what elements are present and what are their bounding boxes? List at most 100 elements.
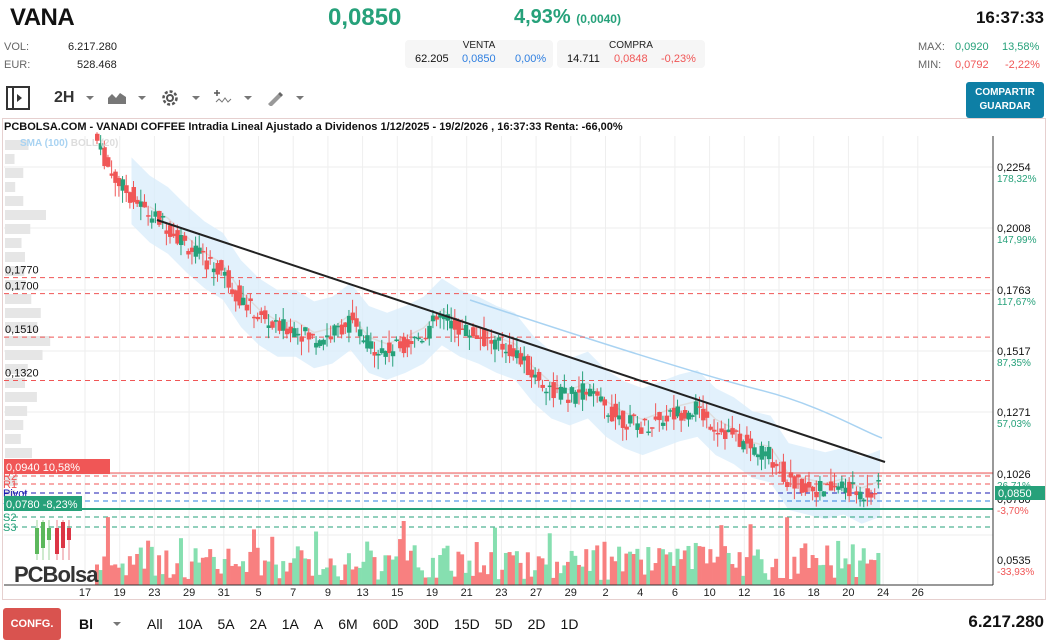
chart-title: PCBOLSA.COM - VANADI COFFEE Intradia Lin… [4, 121, 623, 133]
total-volume: 6.217.280 [968, 612, 1044, 631]
max-value: 0,0920 [955, 41, 989, 53]
svg-text:0,1517: 0,1517 [997, 346, 1031, 358]
svg-text:0,1026: 0,1026 [997, 469, 1031, 481]
range-2a[interactable]: 2A [249, 615, 267, 632]
eur-label: EUR: [4, 59, 31, 71]
svg-text:2: 2 [602, 587, 608, 599]
svg-text:15: 15 [391, 587, 403, 599]
bottom-bar: CONFG. Bl All 10A 5A 2A 1A A 6M 60D 30D 15D 5D 2D 1D [0, 604, 1058, 643]
svg-text:16: 16 [773, 587, 785, 599]
svg-text:18: 18 [808, 587, 820, 599]
gear-icon [162, 90, 179, 106]
eur-value: 528.468 [77, 59, 117, 71]
svg-text:0,2254: 0,2254 [997, 162, 1031, 174]
svg-text:0,0850: 0,0850 [998, 488, 1032, 500]
svg-text:R1: R1 [3, 479, 17, 491]
drawing-tools-dropdown[interactable] [266, 90, 305, 106]
vol-value: 6.217.280 [68, 41, 117, 53]
svg-text:13: 13 [356, 587, 368, 599]
buy-book: COMPRA 14.711 0,0848 -0,23% [557, 40, 705, 68]
svg-text:19: 19 [426, 587, 438, 599]
pcbolsa-logo: PCBolsa [14, 562, 98, 587]
min-pct: -2,22% [1005, 59, 1040, 71]
svg-text:87,35%: 87,35% [997, 358, 1031, 369]
range-30d[interactable]: 30D [413, 615, 440, 632]
svg-text:21: 21 [461, 587, 473, 599]
svg-text:0,1763: 0,1763 [997, 285, 1031, 297]
range-1d[interactable]: 1D [560, 615, 579, 632]
svg-text:24: 24 [877, 587, 889, 599]
chart-type-dropdown[interactable] [108, 92, 147, 104]
min-value: 0,0792 [955, 59, 989, 71]
svg-text:31: 31 [218, 587, 230, 599]
indicators-dropdown[interactable] [214, 90, 253, 106]
chevron-down-icon[interactable] [113, 621, 121, 626]
svg-text:0,1770: 0,1770 [5, 265, 39, 277]
svg-text:9: 9 [325, 587, 331, 599]
range-all[interactable]: All [147, 615, 163, 632]
mode-dropdown[interactable]: Bl [79, 615, 93, 632]
settings-dropdown[interactable] [160, 88, 201, 108]
last-price: 0,0850 [328, 4, 402, 31]
config-button[interactable]: CONFG. [3, 607, 61, 640]
svg-text:23: 23 [495, 587, 507, 599]
svg-text:0,2008: 0,2008 [997, 223, 1031, 235]
svg-text:57,03%: 57,03% [997, 419, 1031, 430]
range-10a[interactable]: 10A [177, 615, 203, 632]
svg-text:10: 10 [703, 587, 715, 599]
indicator-legend: SMA (100) BOLL (20) [20, 138, 119, 149]
svg-text:29: 29 [183, 587, 195, 599]
svg-text:178,32%: 178,32% [997, 174, 1037, 185]
max-label: MAX: [918, 41, 945, 53]
price-chart[interactable]: 17 19 23 29 31 5 7 9 13 15 19 21 23 27 29 2 4 6 10 12 16 18 20… [0, 0, 1058, 600]
toggle-panel-button[interactable] [6, 86, 30, 110]
panel-toggle-icon [6, 86, 30, 110]
indicator-add-icon [214, 90, 232, 103]
range-5a[interactable]: 5A [217, 615, 235, 632]
svg-text:12: 12 [738, 587, 750, 599]
clock: 16:37:33 [975, 8, 1044, 27]
min-label: MIN: [918, 59, 942, 71]
range-6m[interactable]: 6M [338, 615, 358, 632]
chart-toolbar: 2H [6, 84, 318, 112]
svg-text:17: 17 [79, 587, 91, 599]
svg-text:-33,93%: -33,93% [997, 567, 1034, 578]
chart-area[interactable] [2, 118, 1046, 600]
chevron-down-icon [86, 96, 95, 100]
svg-text:0,1700: 0,1700 [5, 281, 39, 293]
svg-text:0,1510: 0,1510 [5, 324, 39, 336]
area-chart-icon [108, 93, 127, 104]
svg-text:6: 6 [672, 587, 678, 599]
svg-text:0,0535: 0,0535 [997, 555, 1031, 567]
range-15d[interactable]: 15D [454, 615, 480, 632]
share-save-button[interactable]: COMPARTIR GUARDAR [966, 82, 1044, 118]
svg-text:23: 23 [148, 587, 160, 599]
interval-dropdown[interactable]: 2H [44, 89, 95, 107]
svg-text:S3: S3 [3, 522, 16, 534]
range-2d[interactable]: 2D [527, 615, 546, 632]
range-5d[interactable]: 5D [494, 615, 513, 632]
svg-text:19: 19 [114, 587, 126, 599]
svg-text:7: 7 [290, 587, 296, 599]
svg-text:-3,70%: -3,70% [997, 506, 1029, 517]
svg-text:20: 20 [842, 587, 854, 599]
svg-text:27: 27 [530, 587, 542, 599]
range-a[interactable]: A [313, 615, 324, 632]
pencil-icon [268, 92, 284, 106]
max-pct: 13,58% [1002, 41, 1040, 53]
range-selector: All 10A 5A 2A 1A A 6M 60D 30D 15D 5D 2D 1D [147, 616, 593, 632]
chevron-down-icon [138, 96, 147, 100]
svg-text:147,99%: 147,99% [997, 235, 1037, 246]
svg-text:26: 26 [912, 587, 924, 599]
price-change: 4,93% (0,0040) [514, 6, 621, 28]
svg-text:5: 5 [255, 587, 261, 599]
svg-text:0,1271: 0,1271 [997, 407, 1031, 419]
range-1a[interactable]: 1A [281, 615, 299, 632]
svg-text:29: 29 [565, 587, 577, 599]
svg-text:4: 4 [637, 587, 643, 599]
sell-book: VENTA 62.205 0,0850 0,00% [405, 40, 553, 68]
vol-label: VOL: [4, 41, 30, 53]
ticker-symbol: VANA [10, 4, 75, 31]
range-60d[interactable]: 60D [372, 615, 399, 632]
svg-text:117,67%: 117,67% [997, 297, 1036, 308]
